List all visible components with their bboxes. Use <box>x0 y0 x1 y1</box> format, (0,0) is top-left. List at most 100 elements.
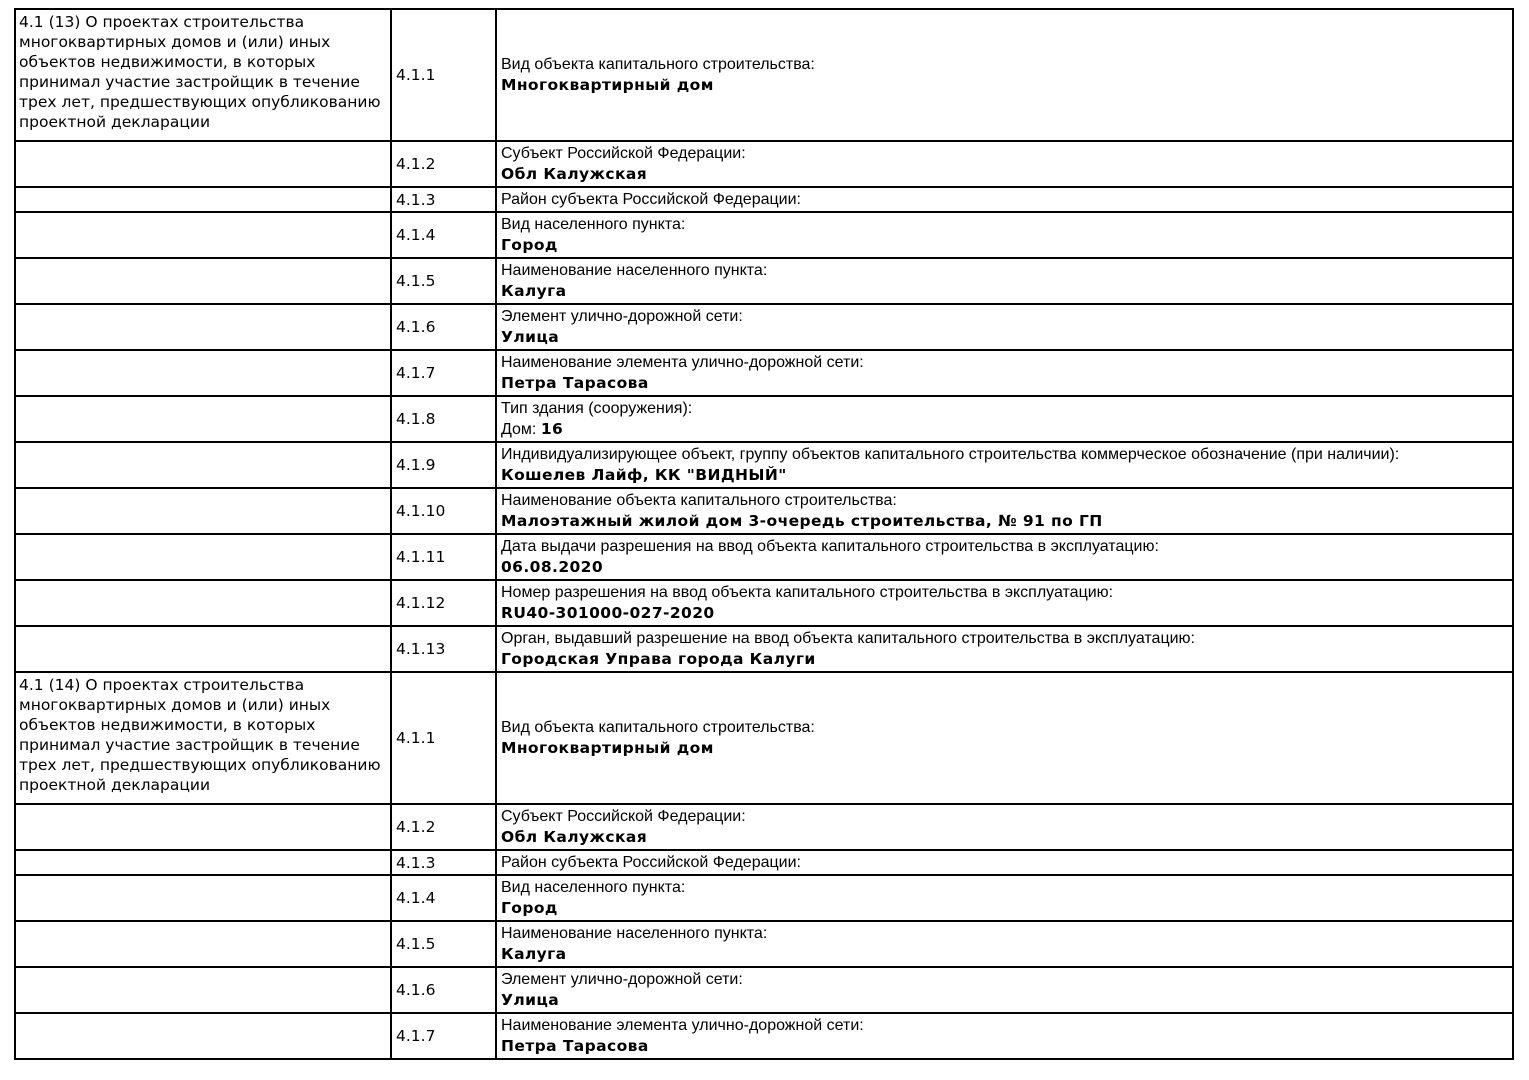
field-value-bold: Калуга <box>501 282 567 300</box>
field-value: Город <box>501 235 1508 256</box>
table-row: 4.1.5 Наименование населенного пункта: К… <box>14 257 1514 305</box>
row-number: 4.1.9 <box>396 456 436 474</box>
field-value: Калуга <box>501 281 1508 302</box>
field-value-bold: RU40-301000-027-2020 <box>501 604 715 622</box>
field-value-bold: Город <box>501 899 558 917</box>
row-number: 4.1.6 <box>396 318 436 336</box>
row-content-cell: Субъект Российской Федерации: Обл Калужс… <box>495 803 1514 851</box>
row-content-cell: Вид населенного пункта: Город <box>495 211 1514 259</box>
field-value-bold: Многоквартирный дом <box>501 739 714 757</box>
field-value-bold: Обл Калужская <box>501 165 648 183</box>
row-content-cell: Наименование элемента улично-дорожной се… <box>495 1012 1514 1060</box>
field-label: Дата выдачи разрешения на ввод объекта к… <box>501 538 1159 555</box>
field-value-bold: 06.08.2020 <box>501 558 604 576</box>
field-value: Обл Калужская <box>501 164 1508 185</box>
field-label: Вид населенного пункта: <box>501 216 686 233</box>
row-number-cell: 4.1.1 <box>390 671 497 805</box>
row-number: 4.1.5 <box>396 272 436 290</box>
field-value-bold: Городская Управа города Калуги <box>501 650 816 668</box>
row-content-cell: Наименование населенного пункта: Калуга <box>495 920 1514 968</box>
field-value-bold: Город <box>501 236 558 254</box>
row-number-cell: 4.1.12 <box>390 579 497 627</box>
field-label: Элемент улично-дорожной сети: <box>501 308 743 325</box>
row-number: 4.1.7 <box>396 1027 436 1045</box>
field-label: Вид населенного пункта: <box>501 879 686 896</box>
section-description-cell <box>14 849 392 876</box>
section: 4.1 (13) О проектах строительства многок… <box>14 8 1514 673</box>
row-content-cell: Орган, выдавший разрешение на ввод объек… <box>495 625 1514 673</box>
section: 4.1 (14) О проектах строительства многок… <box>14 671 1514 1060</box>
section-description-cell <box>14 395 392 443</box>
field-value: Многоквартирный дом <box>501 75 1508 96</box>
section-description-cell <box>14 140 392 188</box>
row-number: 4.1.4 <box>396 226 436 244</box>
field-value-prefix: Дом: <box>501 421 541 438</box>
row-content-cell: Индивидуализирующее объект, группу объек… <box>495 441 1514 489</box>
field-value-bold: Обл Калужская <box>501 828 648 846</box>
section-description-cell: 4.1 (13) О проектах строительства многок… <box>14 8 392 142</box>
field-value-bold: Улица <box>501 991 560 1009</box>
section-description: 4.1 (14) О проектах строительства многок… <box>19 676 381 794</box>
section-description-cell <box>14 257 392 305</box>
row-number: 4.1.12 <box>396 594 446 612</box>
row-number: 4.1.6 <box>396 981 436 999</box>
section-description-cell <box>14 920 392 968</box>
row-number-cell: 4.1.7 <box>390 1012 497 1060</box>
row-number-cell: 4.1.4 <box>390 874 497 922</box>
table-row: 4.1.4 Вид населенного пункта: Город <box>14 874 1514 922</box>
row-number-cell: 4.1.6 <box>390 303 497 351</box>
row-number: 4.1.2 <box>396 155 436 173</box>
row-number-cell: 4.1.6 <box>390 966 497 1014</box>
table-row: 4.1.11 Дата выдачи разрешения на ввод об… <box>14 533 1514 581</box>
field-value-bold: Малоэтажный жилой дом 3-очередь строител… <box>501 512 1103 530</box>
row-content-cell: Наименование объекта капитального строит… <box>495 487 1514 535</box>
row-number-cell: 4.1.3 <box>390 849 497 876</box>
row-content-cell: Дата выдачи разрешения на ввод объекта к… <box>495 533 1514 581</box>
field-label: Орган, выдавший разрешение на ввод объек… <box>501 630 1195 647</box>
section-description-cell <box>14 874 392 922</box>
table-row: 4.1.4 Вид населенного пункта: Город <box>14 211 1514 259</box>
row-content-cell: Район субъекта Российской Федерации: <box>495 849 1514 876</box>
field-label: Наименование элемента улично-дорожной се… <box>501 1017 864 1034</box>
field-label: Субъект Российской Федерации: <box>501 808 746 825</box>
section-description: 4.1 (13) О проектах строительства многок… <box>19 13 381 131</box>
field-label: Наименование населенного пункта: <box>501 262 768 279</box>
field-value-bold: Петра Тарасова <box>501 1037 649 1055</box>
row-number-cell: 4.1.4 <box>390 211 497 259</box>
field-value-bold: Калуга <box>501 945 567 963</box>
table-row: 4.1.9 Индивидуализирующее объект, группу… <box>14 441 1514 489</box>
section-description-cell <box>14 533 392 581</box>
field-value: Дом: 16 <box>501 419 1508 440</box>
field-label: Вид объекта капитального строительства: <box>501 719 815 736</box>
table-row: 4.1.8 Тип здания (сооружения): Дом: 16 <box>14 395 1514 443</box>
field-value-bold: Многоквартирный дом <box>501 76 714 94</box>
row-number: 4.1.4 <box>396 889 436 907</box>
row-content-cell: Район субъекта Российской Федерации: <box>495 186 1514 213</box>
section-description-cell <box>14 211 392 259</box>
field-label: Район субъекта Российской Федерации: <box>501 854 801 871</box>
section-description-cell <box>14 625 392 673</box>
field-label: Субъект Российской Федерации: <box>501 145 746 162</box>
field-value: RU40-301000-027-2020 <box>501 603 1508 624</box>
row-number: 4.1.11 <box>396 548 446 566</box>
row-number-cell: 4.1.13 <box>390 625 497 673</box>
table-row: 4.1.10 Наименование объекта капитального… <box>14 487 1514 535</box>
field-value: Кошелев Лайф, КК "ВИДНЫЙ" <box>501 465 1508 486</box>
row-number-cell: 4.1.9 <box>390 441 497 489</box>
row-number: 4.1.3 <box>396 190 436 209</box>
section-description-cell <box>14 803 392 851</box>
table-row: 4.1.3 Район субъекта Российской Федераци… <box>14 849 1514 876</box>
section-description-cell <box>14 303 392 351</box>
field-value: Малоэтажный жилой дом 3-очередь строител… <box>501 511 1508 532</box>
field-value: 06.08.2020 <box>501 557 1508 578</box>
row-content-cell: Вид объекта капитального строительства: … <box>495 8 1514 142</box>
row-number: 4.1.3 <box>396 853 436 872</box>
field-label: Элемент улично-дорожной сети: <box>501 971 743 988</box>
table-row: 4.1 (13) О проектах строительства многок… <box>14 8 1514 142</box>
row-content-cell: Элемент улично-дорожной сети: Улица <box>495 303 1514 351</box>
row-number: 4.1.5 <box>396 935 436 953</box>
field-value-bold: 16 <box>540 420 564 438</box>
row-content-cell: Тип здания (сооружения): Дом: 16 <box>495 395 1514 443</box>
section-description-cell <box>14 966 392 1014</box>
